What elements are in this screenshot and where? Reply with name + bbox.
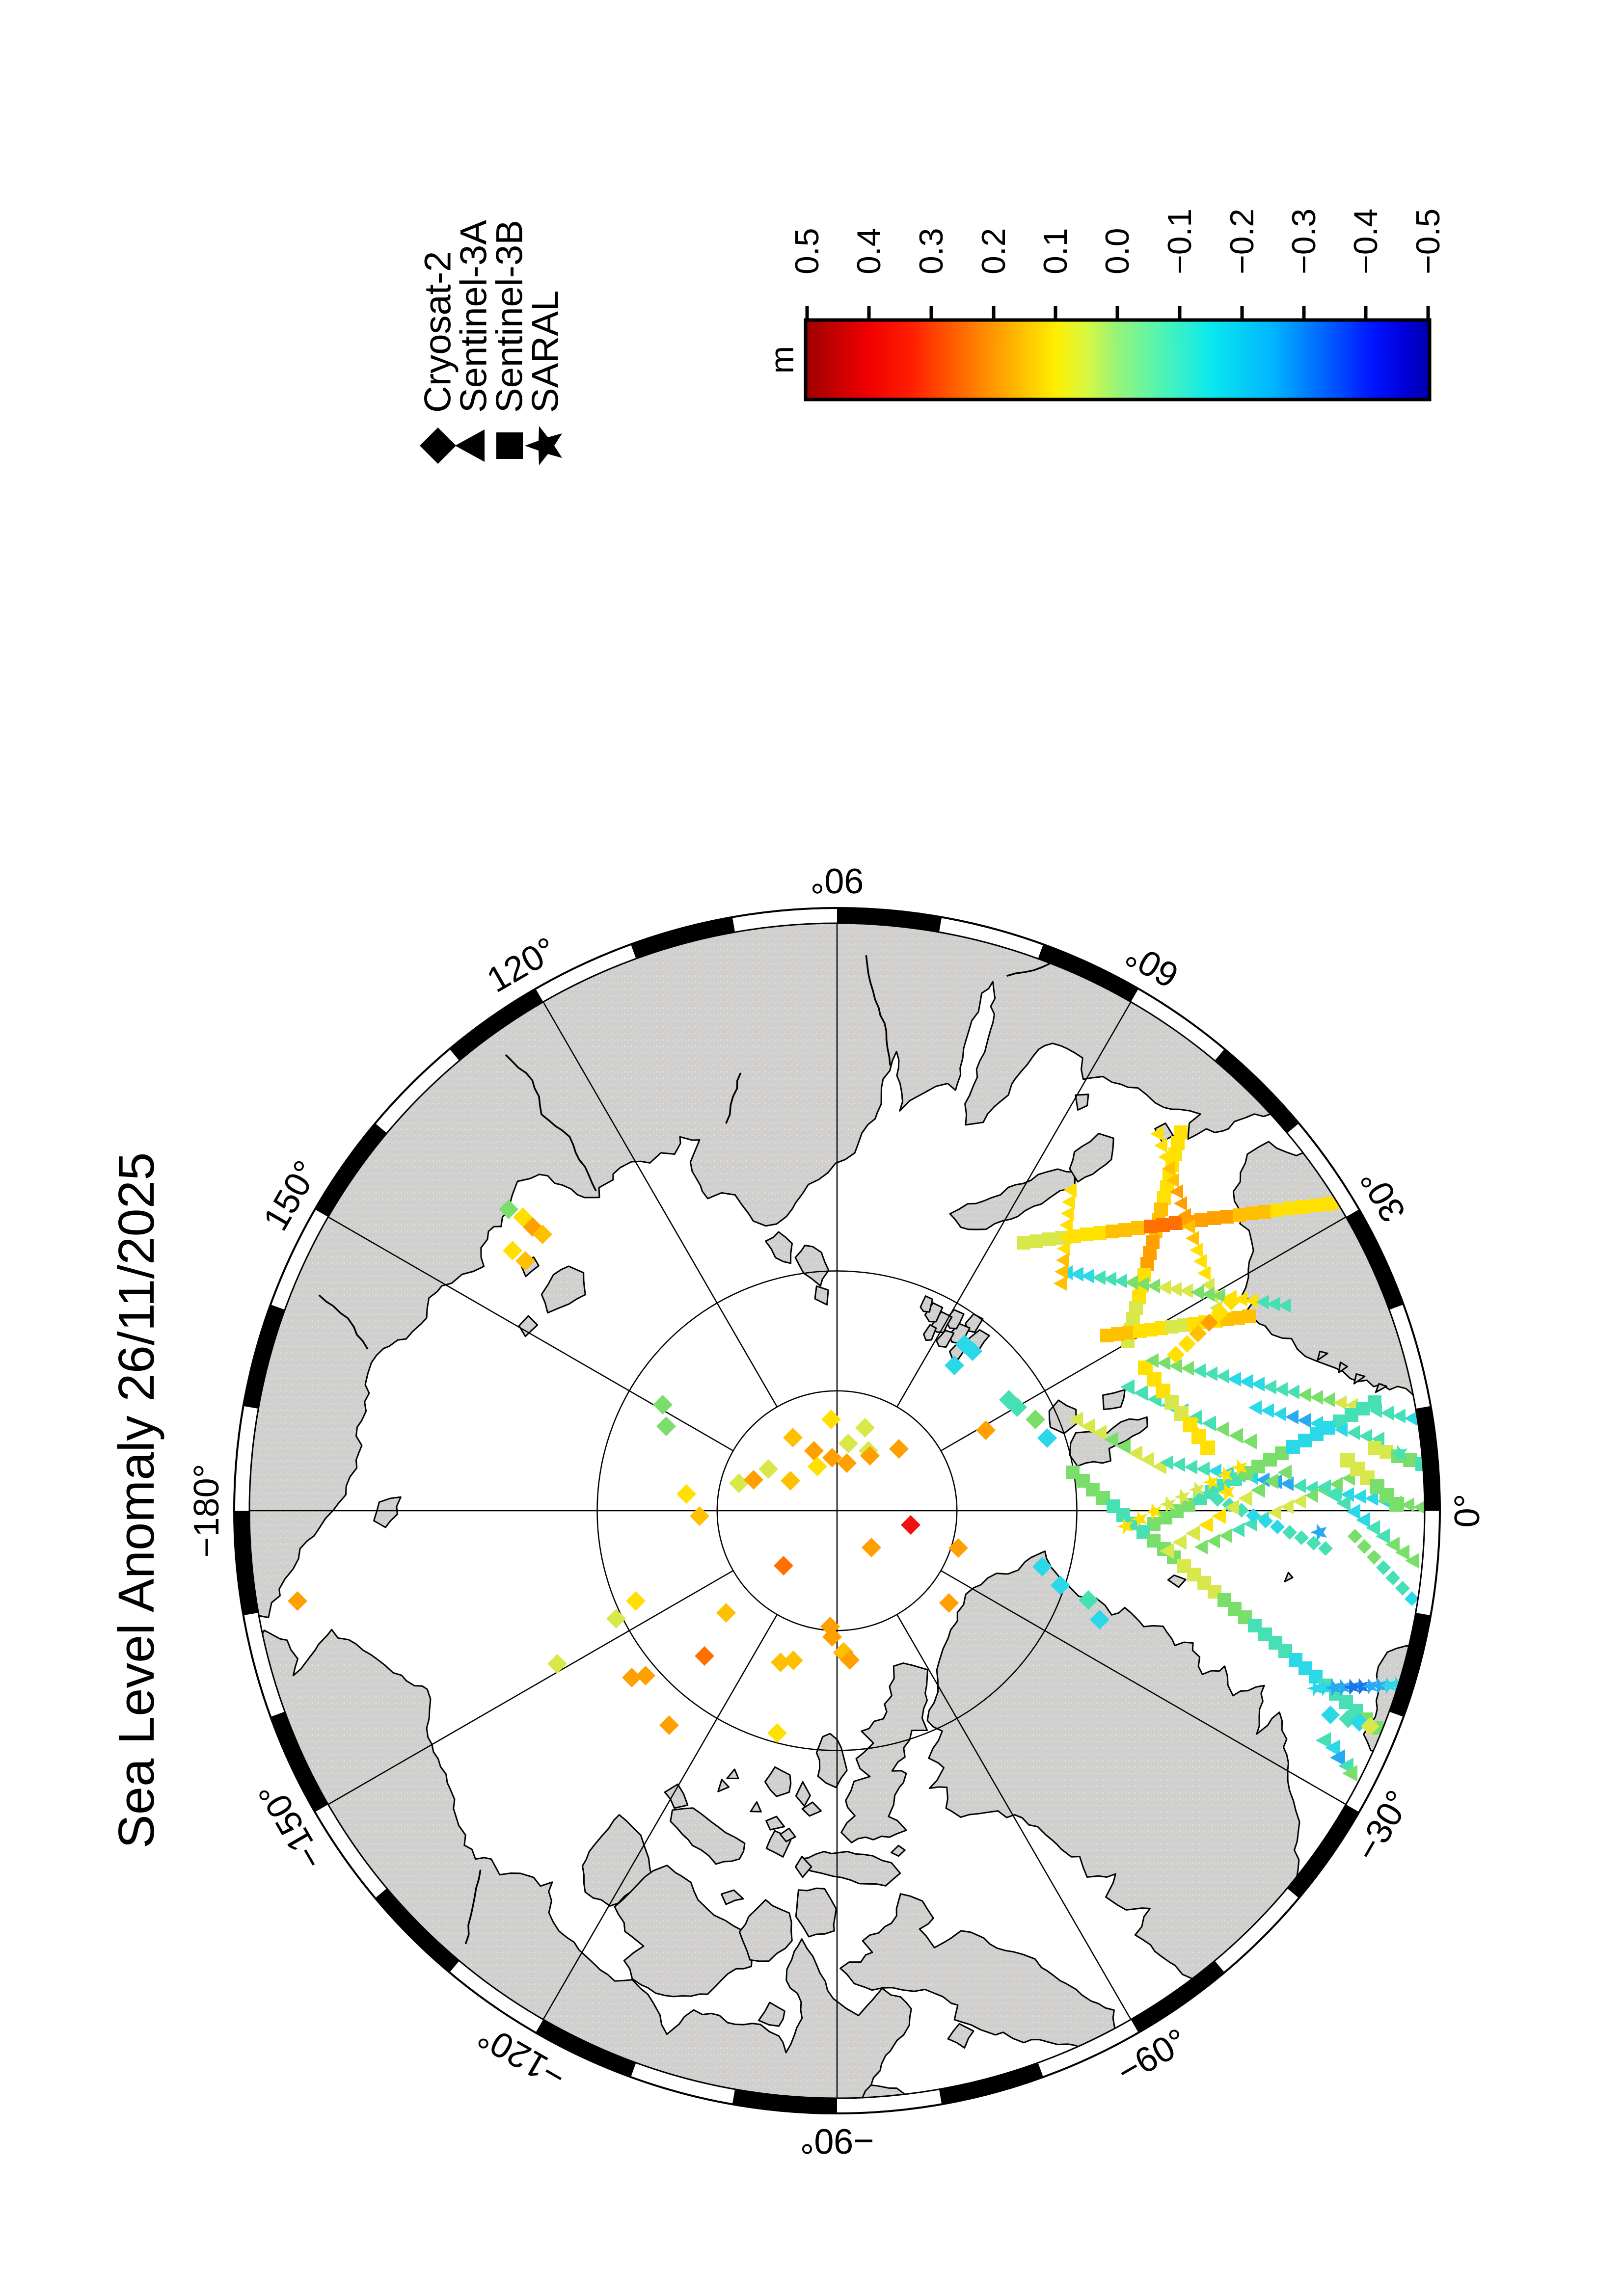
svg-text:0.4: 0.4 [850, 228, 888, 274]
svg-text:0.3: 0.3 [913, 228, 950, 274]
svg-text:Sentinel-3B: Sentinel-3B [489, 220, 531, 413]
svg-text:90°: 90° [811, 861, 864, 900]
svg-text:0.2: 0.2 [975, 228, 1012, 274]
svg-text:−0.5: −0.5 [1409, 209, 1447, 274]
svg-text:0°: 0° [1448, 1494, 1487, 1528]
svg-text:Cryosat-2: Cryosat-2 [417, 251, 459, 413]
svg-text:SARAL: SARAL [525, 291, 567, 413]
svg-text:−0.4: −0.4 [1347, 209, 1384, 274]
svg-text:−180°: −180° [187, 1464, 226, 1558]
svg-text:Sea Level Anomaly 26/11/2025: Sea Level Anomaly 26/11/2025 [108, 1152, 164, 1848]
svg-text:−0.2: −0.2 [1223, 209, 1261, 274]
svg-text:0.1: 0.1 [1037, 228, 1074, 274]
svg-text:−90°: −90° [800, 2121, 874, 2161]
svg-text:0.0: 0.0 [1099, 228, 1136, 274]
svg-text:0.5: 0.5 [788, 228, 826, 274]
svg-text:−0.3: −0.3 [1285, 209, 1323, 274]
svg-text:Sentinel-3A: Sentinel-3A [453, 220, 495, 413]
svg-text:m: m [763, 346, 801, 374]
svg-text:−0.1: −0.1 [1161, 209, 1198, 274]
